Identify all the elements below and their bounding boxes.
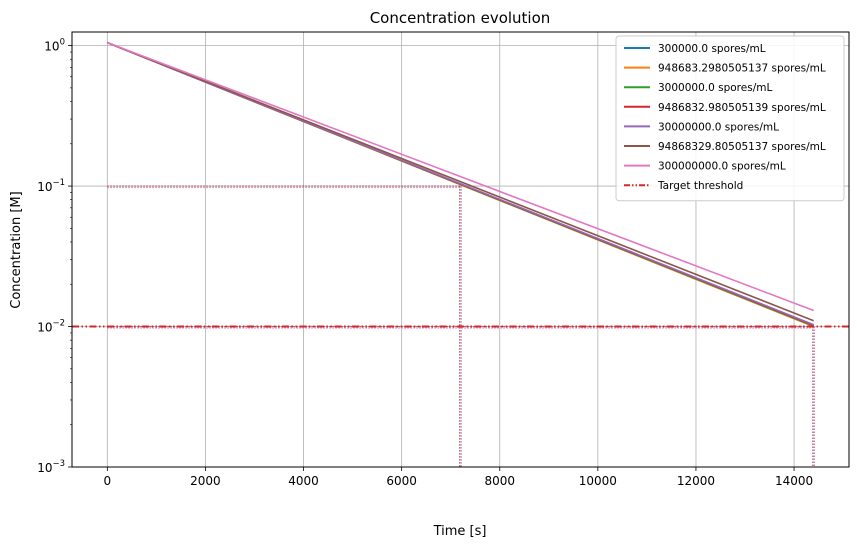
plot-frame (71, 31, 850, 468)
x-tick-label: 12000 (677, 474, 715, 488)
series-line (107, 41, 814, 312)
x-tick-label: 2000 (190, 474, 221, 488)
legend-label: 948683.2980505137 spores/mL (658, 63, 826, 75)
series-lines (107, 41, 814, 328)
legend-label: 9486832.980505139 spores/mL (658, 102, 826, 114)
x-axis-ticks: 0 2000 4000 6000 8000 10000 12000 14000 (103, 467, 813, 488)
x-axis-label: Time [s] (433, 524, 487, 539)
legend-label: 300000.0 spores/mL (658, 43, 766, 55)
threshold-guides (107, 185, 816, 467)
legend-label: 30000000.0 spores/mL (658, 121, 779, 133)
chart-title: Concentration evolution (370, 9, 551, 27)
legend-box (615, 35, 845, 202)
y-axis-label: Concentration [M] (9, 191, 24, 308)
x-tick-label: 10000 (579, 474, 617, 488)
y-axis-ticks: 10−3 10−2 10−1 100 (37, 38, 72, 475)
y-tick-label: 10−2 (37, 319, 65, 335)
legend: 300000.0 spores/mL 948683.2980505137 spor… (615, 35, 845, 202)
legend-label: 3000000.0 spores/mL (658, 82, 772, 94)
x-tick-label: 6000 (386, 474, 417, 488)
y-tick-label: 10−3 (37, 459, 65, 475)
x-tick-label: 14000 (775, 474, 813, 488)
y-tick-label: 10−1 (37, 178, 65, 194)
x-tick-label: 8000 (484, 474, 515, 488)
x-tick-label: 0 (103, 474, 111, 488)
legend-label: 94868329.80505137 spores/mL (658, 141, 826, 153)
series-line (107, 41, 814, 322)
x-tick-label: 4000 (288, 474, 319, 488)
legend-label: 300000000.0 spores/mL (658, 161, 786, 173)
y-tick-label: 100 (44, 38, 65, 54)
legend-label: Target threshold (657, 180, 743, 192)
